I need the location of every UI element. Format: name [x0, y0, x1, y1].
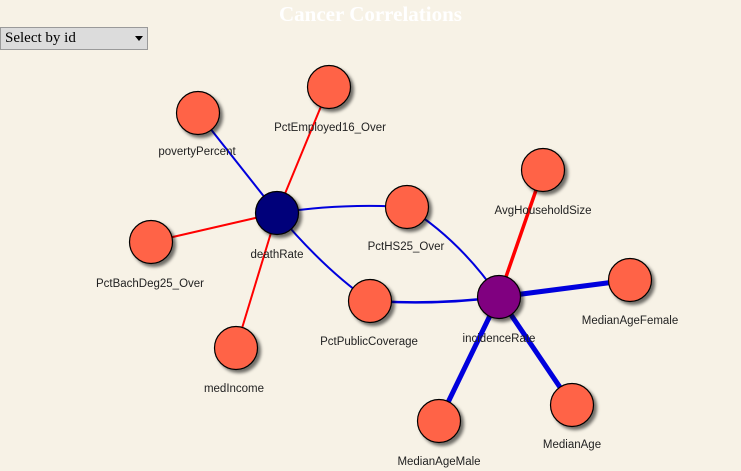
label-MedianAge: MedianAge: [543, 439, 601, 451]
select-value: Select by id: [5, 30, 76, 46]
node-MedianAgeMale[interactable]: [416, 398, 462, 444]
label-PctEmployed16_Over: PctEmployed16_Over: [274, 122, 386, 134]
label-incidenceRate: incidenceRate: [463, 333, 536, 345]
label-povertyPercent: povertyPercent: [158, 146, 236, 158]
label-PctPublicCoverage: PctPublicCoverage: [320, 336, 418, 348]
graph-labels: povertyPercent PctEmployed16_Over PctBac…: [96, 122, 678, 468]
node-AvgHouseholdSize[interactable]: [520, 147, 566, 193]
label-PctHS25_Over: PctHS25_Over: [368, 241, 445, 253]
node-PctHS25_Over[interactable]: [384, 184, 430, 230]
label-MedianAgeMale: MedianAgeMale: [397, 456, 480, 468]
node-MedianAgeFemale[interactable]: [607, 257, 653, 303]
node-medIncome[interactable]: [213, 325, 259, 371]
node-deathRate[interactable]: [254, 190, 300, 236]
link-deathRate-PctEmployed16_Over: [276, 86, 330, 214]
node-PctEmployed16_Over[interactable]: [306, 64, 352, 110]
label-PctBachDeg25_Over: PctBachDeg25_Over: [96, 278, 204, 290]
label-AvgHouseholdSize: AvgHouseholdSize: [495, 205, 592, 217]
node-incidenceRate[interactable]: [476, 274, 522, 320]
graph-nodes: [128, 64, 653, 444]
node-povertyPercent[interactable]: [175, 90, 221, 136]
graph-links: [150, 86, 631, 423]
dropdown-arrow-icon: [135, 36, 143, 41]
select-by-id-dropdown[interactable]: Select by id: [0, 27, 148, 50]
node-PctPublicCoverage[interactable]: [347, 278, 393, 324]
link-incidenceRate-MedianAgeMale: [436, 295, 502, 423]
node-MedianAge[interactable]: [549, 382, 595, 428]
link-incidenceRate-AvgHouseholdSize: [497, 169, 545, 298]
label-deathRate: deathRate: [250, 249, 303, 261]
node-PctBachDeg25_Over[interactable]: [128, 219, 174, 265]
label-MedianAgeFemale: MedianAgeFemale: [582, 315, 679, 327]
page-title: Cancer Correlations: [279, 2, 462, 26]
link-deathRate-medIncome: [235, 212, 278, 349]
label-medIncome: medIncome: [204, 383, 264, 395]
